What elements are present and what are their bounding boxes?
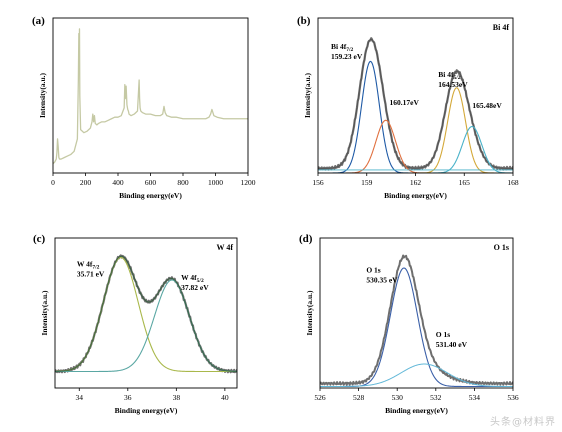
x-tick-label: 38 [173, 393, 181, 402]
panel-label: (b) [297, 15, 311, 27]
series-line-160-17ev [318, 119, 513, 173]
annotation-main: 160.17eV [390, 98, 420, 107]
x-tick-label: 200 [80, 178, 92, 187]
series-line-bi-4f5-2 [318, 87, 513, 173]
x-tick-label: 165 [459, 178, 471, 187]
x-tick-label: 526 [314, 393, 326, 402]
region-label: W 4f [216, 243, 233, 252]
annotation-subscript: 5/2 [197, 278, 204, 284]
chart-panel-a: (a) 0 200 400 600 800 1000 1200 Binding energy(e… [32, 15, 256, 200]
peak-annotation: Bi 4f7/2 [331, 42, 353, 53]
x-tick-label: 530 [392, 393, 404, 402]
annotation-main: O 1s [436, 330, 450, 339]
annotation-value: 530.35 eV [366, 276, 398, 285]
x-tick-label: 162 [410, 178, 422, 187]
y-axis-title: Intensity(a.u.) [40, 290, 49, 336]
x-axis-title: Binding energy(eV) [119, 191, 182, 200]
x-tick-label: 532 [430, 393, 442, 402]
x-tick-label: 800 [177, 178, 189, 187]
peak-annotation: 160.17eV [390, 98, 420, 107]
x-tick-label: 600 [145, 178, 157, 187]
x-tick-label: 0 [51, 178, 55, 187]
x-tick-label: 1200 [241, 178, 256, 187]
annotation-value: 37.82 eV [181, 283, 209, 292]
x-tick-label: 156 [312, 178, 324, 187]
panel-label: (d) [299, 233, 313, 245]
peak-annotation: O 1s [366, 266, 380, 275]
region-label: O 1s [494, 243, 509, 252]
watermark-text: 头条@材料界 [490, 417, 556, 428]
series-line-bi-4f7-2 [318, 60, 513, 173]
plot-frame [319, 237, 514, 389]
plot-area [53, 28, 248, 165]
series-line-fit [318, 38, 513, 169]
chart-panel-b: (b) Bi 4f 156 159 162 165 168 Binding energy(eV… [297, 15, 519, 200]
x-axis-title: Binding energy(eV) [115, 406, 178, 415]
series-line-o-1s-531-40 [320, 363, 513, 387]
survey-spectrum-line [53, 28, 248, 165]
annotation-main: Bi 4f [438, 70, 454, 79]
panel-label: (c) [33, 233, 46, 245]
x-tick-label: 528 [353, 393, 365, 402]
annotation-value: 159.23 eV [331, 52, 363, 61]
annotation-main: O 1s [366, 266, 380, 275]
annotation-value: 531.40 eV [436, 340, 468, 349]
y-axis-title: Intensity(a.u.) [305, 290, 314, 336]
x-tick-label: 36 [124, 393, 132, 402]
y-axis-title: Intensity(a.u.) [38, 73, 47, 119]
annotation-subscript: 7/2 [346, 47, 353, 53]
peak-annotation: Bi 4f5/2 [438, 70, 460, 81]
plot-frame [54, 237, 238, 389]
annotation-value: 164.53eV [438, 80, 468, 89]
x-tick-label: 159 [361, 178, 373, 187]
series-line-fit [55, 255, 237, 372]
panel-label: (a) [32, 15, 45, 27]
peak-annotation: W 4f7/2 [77, 260, 100, 271]
chart-panel-c: (c) W 4f 34 36 38 40 Binding energy(eV) Intensi… [33, 233, 238, 415]
annotation-main: W 4f [181, 273, 197, 282]
x-tick-label: 40 [221, 393, 229, 402]
annotation-main: W 4f [77, 260, 93, 269]
plot-area [55, 254, 237, 374]
series-line-o-1s-530-35 [320, 267, 513, 388]
annotation-value: 35.71 eV [77, 270, 105, 279]
x-tick-label: 534 [469, 393, 481, 402]
plot-frame [52, 17, 249, 174]
plot-area [320, 254, 513, 388]
x-tick-label: 168 [507, 178, 519, 187]
x-tick-label: 536 [507, 393, 519, 402]
x-axis-title: Binding energy(eV) [385, 406, 448, 415]
x-tick-label: 1000 [208, 178, 223, 187]
annotation-main: 165.48eV [472, 101, 502, 110]
x-tick-label: 34 [76, 393, 84, 402]
peak-annotation: W 4f5/2 [181, 273, 204, 284]
annotation-subscript: 7/2 [92, 265, 99, 271]
region-label: Bi 4f [493, 23, 510, 32]
peak-annotation: O 1s [436, 330, 450, 339]
x-axis-title: Binding energy(eV) [384, 191, 447, 200]
x-tick-label: 400 [112, 178, 124, 187]
peak-annotation: 165.48eV [472, 101, 502, 110]
chart-panel-d: (d) O 1s 526 528 530 532 534 536 Binding energy(… [299, 233, 519, 415]
series-line-w-4f5-2 [55, 279, 237, 373]
series-line-raw [320, 254, 513, 386]
series-line-165-48ev [318, 125, 513, 173]
y-axis-title: Intensity(a.u.) [303, 73, 312, 119]
plot-area [318, 37, 513, 173]
annotation-subscript: 5/2 [453, 75, 460, 81]
annotation-main: Bi 4f [331, 42, 347, 51]
